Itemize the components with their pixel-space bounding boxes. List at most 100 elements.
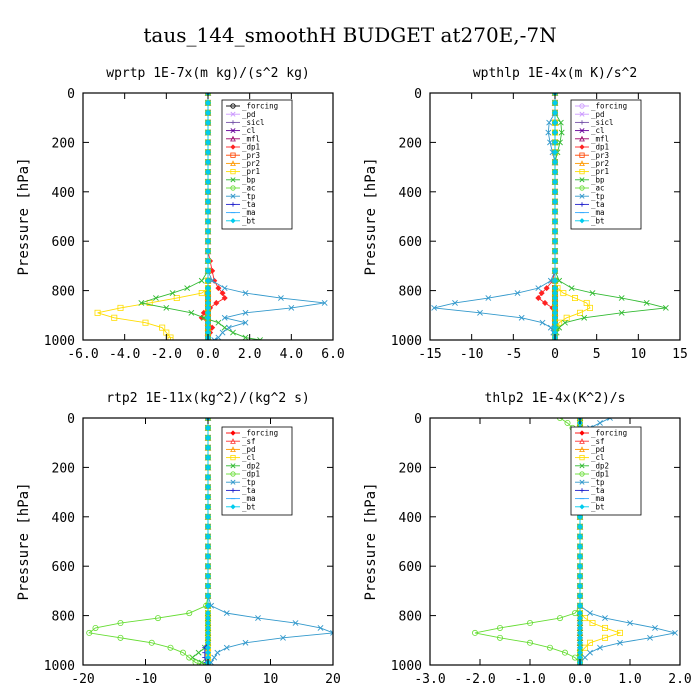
legend-label: _tp [242, 478, 256, 487]
data-point [242, 290, 249, 296]
data-point [579, 430, 585, 436]
data-point [204, 149, 212, 156]
data-point [562, 319, 568, 326]
legend-label: _tp [591, 478, 605, 487]
data-point [581, 314, 588, 321]
data-point [230, 144, 236, 150]
data-point [255, 615, 261, 621]
data-point [221, 294, 228, 302]
legend-label: _dp1 [242, 470, 260, 479]
legend-label: _ta [591, 200, 605, 209]
data-point [208, 602, 215, 609]
legend-label: _ma [242, 208, 256, 217]
data-point [579, 160, 585, 167]
data-point [204, 169, 212, 176]
data-point [188, 309, 195, 316]
series-tp [431, 93, 558, 340]
data-point [204, 267, 212, 274]
data-point [551, 129, 559, 136]
legend-box [221, 99, 293, 230]
y-tick-label: 200 [399, 136, 422, 151]
legend-entry: _ma [226, 208, 256, 217]
data-point [579, 479, 585, 485]
x-tick-label: 15 [672, 347, 688, 362]
data-point [211, 654, 218, 661]
data-point [205, 418, 211, 421]
data-point [211, 337, 218, 340]
data-point [662, 304, 669, 311]
series-bt [204, 418, 212, 665]
data-point [562, 649, 569, 656]
legend-entry: _ma [226, 494, 256, 503]
data-point [204, 109, 212, 116]
data-point [223, 644, 230, 651]
figure-title: taus_144_smoothH BUDGET at270E,-7N [143, 23, 556, 47]
data-point [576, 582, 584, 589]
data-point [163, 304, 170, 311]
x-tick-label: -2.0 [151, 347, 182, 362]
y-tick-label: 1000 [391, 659, 422, 674]
legend-label: _sicl [242, 118, 265, 127]
data-point [647, 634, 653, 641]
data-point [551, 109, 559, 116]
legend-entry: _dp2 [226, 461, 260, 470]
x-tick-label: -10 [460, 347, 483, 362]
data-point [204, 424, 212, 431]
data-point [204, 248, 212, 255]
x-tick-label: 1.0 [618, 672, 641, 687]
legend-entry: _ta [226, 486, 256, 495]
data-point [579, 202, 585, 207]
y-tick-label: 600 [52, 560, 75, 575]
legend-entry: _sf [575, 437, 605, 446]
data-point [117, 304, 124, 311]
data-point [538, 290, 545, 297]
data-point [204, 553, 212, 560]
data-point [184, 285, 191, 292]
legend-entry: _tp [226, 478, 256, 487]
data-point [292, 620, 299, 626]
data-point [204, 99, 212, 106]
data-point [579, 128, 585, 134]
data-point [551, 238, 559, 245]
x-tick-label: 2.0 [668, 672, 691, 687]
data-point [204, 513, 212, 520]
legend-entry: _sf [226, 437, 256, 446]
data-point [204, 474, 212, 481]
data-point [602, 624, 609, 631]
legend-entry: _tp [575, 478, 605, 487]
data-point [230, 193, 236, 199]
legend-label: _ac [242, 184, 256, 193]
legend-box [570, 99, 642, 230]
data-point [579, 120, 585, 125]
data-point [198, 277, 205, 284]
data-point [117, 634, 124, 641]
plot-area [94, 93, 328, 340]
data-point [204, 533, 212, 540]
x-tick-label: -1.0 [514, 672, 545, 687]
data-point [204, 563, 212, 570]
data-point [214, 649, 221, 656]
y-tick-label: 600 [52, 235, 75, 250]
y-axis-label: Pressure [hPa] [363, 482, 379, 600]
legend-entry: _mfl [575, 134, 609, 143]
data-point [545, 129, 552, 136]
data-point [86, 629, 93, 636]
panel-title: wprtp 1E-7x(m kg)/(s^2 kg) [106, 66, 310, 81]
legend: _forcing_sf_pd_cl_dp2_dp1_tp_ta_ma_bt [570, 426, 642, 516]
x-tick-label: 0.0 [568, 672, 591, 687]
data-point [579, 218, 585, 224]
legend-entry: _forcing [226, 429, 278, 438]
legend-entry: _ma [575, 208, 605, 217]
data-point [204, 257, 212, 264]
data-point [204, 543, 212, 550]
data-point [485, 295, 492, 301]
data-point [576, 563, 584, 570]
data-point [579, 193, 585, 199]
data-point [198, 662, 205, 665]
data-point [602, 634, 609, 641]
data-point [551, 277, 559, 284]
data-point [558, 129, 565, 136]
legend-label: _pd [591, 445, 605, 454]
data-point [148, 639, 155, 646]
legend-entry: _pd [226, 110, 256, 119]
